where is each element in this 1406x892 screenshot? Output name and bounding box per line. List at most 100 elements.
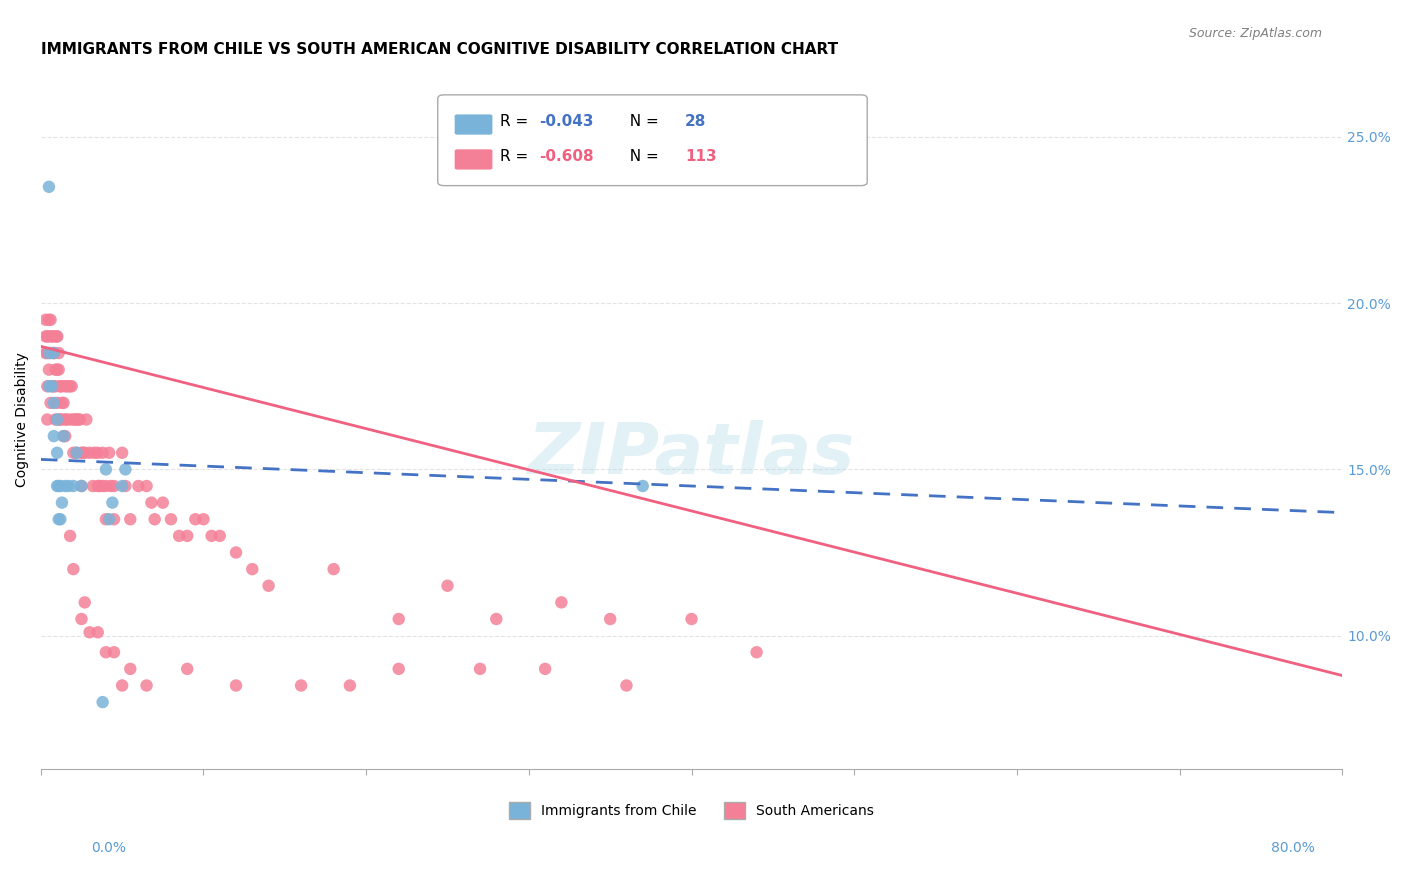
Point	[388, 612, 411, 626]
Point	[58, 379, 80, 393]
Point	[38, 379, 60, 393]
Point	[37, 329, 59, 343]
Point	[616, 678, 638, 692]
Point	[62, 412, 84, 426]
Point	[51, 396, 73, 410]
Point	[322, 562, 344, 576]
Point	[37, 346, 59, 360]
Point	[46, 362, 69, 376]
Point	[38, 362, 60, 376]
Point	[94, 479, 117, 493]
Point	[48, 346, 70, 360]
Text: 80.0%: 80.0%	[1271, 841, 1315, 855]
Point	[49, 379, 72, 393]
FancyBboxPatch shape	[454, 149, 492, 169]
Point	[79, 625, 101, 640]
Point	[42, 429, 65, 443]
Point	[87, 446, 110, 460]
Point	[59, 529, 82, 543]
Point	[38, 312, 60, 326]
Point	[69, 412, 91, 426]
Text: N =: N =	[620, 149, 664, 164]
Point	[73, 595, 96, 609]
Point	[79, 446, 101, 460]
Point	[53, 429, 76, 443]
Point	[49, 479, 72, 493]
Point	[62, 446, 84, 460]
Point	[631, 479, 654, 493]
Point	[39, 312, 62, 326]
Point	[62, 562, 84, 576]
Point	[46, 329, 69, 343]
Text: -0.043: -0.043	[540, 114, 593, 128]
Point	[143, 512, 166, 526]
Point	[111, 678, 134, 692]
Point	[59, 412, 82, 426]
Point	[120, 512, 142, 526]
Point	[208, 529, 231, 543]
Point	[91, 446, 114, 460]
Point	[42, 379, 65, 393]
Point	[56, 412, 79, 426]
Text: 0.0%: 0.0%	[91, 841, 127, 855]
Point	[193, 512, 215, 526]
Point	[44, 362, 66, 376]
Text: R =: R =	[501, 114, 533, 128]
Point	[94, 512, 117, 526]
Point	[49, 379, 72, 393]
Point	[120, 662, 142, 676]
Point	[160, 512, 183, 526]
Point	[141, 495, 163, 509]
Point	[89, 479, 111, 493]
Point	[184, 512, 207, 526]
Point	[91, 695, 114, 709]
Point	[52, 396, 75, 410]
Point	[44, 412, 66, 426]
Point	[100, 479, 122, 493]
Point	[53, 379, 76, 393]
Point	[60, 379, 83, 393]
Point	[44, 379, 66, 393]
Point	[73, 446, 96, 460]
Point	[63, 412, 86, 426]
Point	[468, 662, 491, 676]
Point	[225, 678, 247, 692]
Point	[114, 479, 136, 493]
Point	[56, 379, 79, 393]
Point	[41, 329, 63, 343]
FancyBboxPatch shape	[437, 95, 868, 186]
Point	[67, 412, 90, 426]
Point	[38, 346, 60, 360]
Point	[52, 429, 75, 443]
Point	[75, 412, 97, 426]
Point	[167, 529, 190, 543]
Point	[91, 479, 114, 493]
Point	[46, 479, 69, 493]
Point	[103, 512, 125, 526]
Point	[290, 678, 312, 692]
Point	[176, 529, 198, 543]
Point	[94, 462, 117, 476]
Point	[98, 446, 121, 460]
Point	[101, 495, 124, 509]
Point	[48, 362, 70, 376]
Point	[339, 678, 361, 692]
Text: N =: N =	[620, 114, 664, 128]
Point	[39, 396, 62, 410]
Point	[534, 662, 557, 676]
Point	[41, 379, 63, 393]
Point	[114, 462, 136, 476]
Point	[83, 446, 105, 460]
Point	[135, 479, 157, 493]
Point	[46, 446, 69, 460]
Point	[51, 495, 73, 509]
Point	[257, 579, 280, 593]
Point	[152, 495, 174, 509]
Point	[70, 446, 93, 460]
Point	[82, 479, 104, 493]
Point	[103, 479, 125, 493]
Point	[103, 645, 125, 659]
Point	[44, 329, 66, 343]
Point	[62, 479, 84, 493]
Point	[42, 346, 65, 360]
